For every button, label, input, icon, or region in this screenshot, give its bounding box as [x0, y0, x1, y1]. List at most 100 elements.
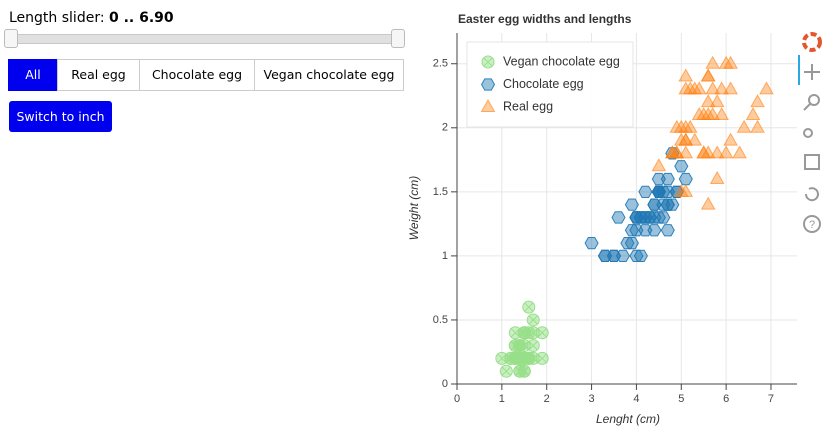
point — [709, 145, 725, 159]
marker-shape — [633, 211, 648, 224]
marker-shape — [723, 81, 738, 95]
save-tool[interactable] — [804, 154, 820, 170]
slider-handle-start[interactable] — [4, 29, 18, 48]
legend-label: Chocolate egg — [503, 77, 584, 91]
marker-shape — [705, 81, 721, 95]
slider-handle-end[interactable] — [391, 29, 405, 48]
marker-shape — [606, 249, 622, 262]
point — [606, 249, 622, 262]
point — [660, 224, 675, 237]
marker-shape — [700, 196, 716, 210]
point — [517, 326, 531, 340]
marker-shape — [615, 249, 631, 262]
marker-shape — [629, 224, 644, 237]
filter-button[interactable]: All — [8, 59, 58, 91]
marker-shape — [660, 185, 675, 198]
y-axis-label: Weight (cm) — [407, 176, 421, 240]
slider-label: Length slider: 0 .. 6.90 — [9, 10, 174, 26]
legend-label: Real egg — [503, 99, 553, 113]
button-group: All Real egg Chocolate egg Vegan chocolate … — [8, 59, 404, 91]
marker-shape — [682, 119, 698, 133]
help-tool[interactable] — [803, 215, 821, 233]
point — [736, 119, 752, 133]
point — [714, 106, 730, 120]
bokeh-logo[interactable] — [802, 32, 822, 52]
zoom-tool[interactable] — [808, 94, 820, 106]
marker-shape — [669, 119, 685, 133]
point — [709, 94, 725, 108]
reset-tool[interactable] — [804, 187, 819, 202]
marker-cross — [519, 328, 529, 338]
marker-shape — [745, 106, 761, 120]
x-axis-label: Lenght (cm) — [596, 412, 660, 426]
point — [584, 237, 599, 250]
x-tick-label: 3 — [589, 393, 595, 405]
x-tick-label: 2 — [544, 393, 550, 405]
point — [638, 224, 653, 237]
point — [691, 81, 707, 95]
pan-tool[interactable] — [804, 64, 820, 80]
marker-shape — [647, 198, 662, 211]
point — [647, 198, 662, 211]
point — [664, 145, 680, 159]
marker-shape — [691, 81, 707, 95]
marker-shape — [660, 172, 675, 186]
point — [673, 132, 689, 146]
point — [526, 339, 540, 353]
point — [750, 94, 765, 108]
point — [513, 339, 527, 353]
marker-shape — [584, 237, 599, 250]
toolbar: ? — [798, 32, 822, 233]
point — [633, 249, 648, 262]
x-tick-label: 0 — [454, 393, 460, 405]
marker-shape — [678, 172, 693, 186]
marker-shape — [620, 237, 635, 250]
point — [678, 183, 694, 197]
y-tick-label: 2.5 — [433, 58, 448, 70]
point — [651, 158, 667, 172]
point — [633, 211, 648, 224]
filter-button[interactable]: Vegan chocolate egg — [254, 59, 404, 91]
point — [682, 119, 698, 133]
legend-glyph — [480, 98, 496, 112]
point — [682, 81, 698, 95]
y-tick-label: 1.5 — [433, 186, 448, 198]
legend-label: Vegan chocolate egg — [503, 54, 620, 68]
point — [759, 81, 774, 95]
marker-shape — [665, 198, 680, 211]
point — [669, 119, 685, 133]
x-tick-label: 5 — [678, 393, 684, 405]
point — [611, 211, 626, 224]
svg-text:?: ? — [809, 219, 815, 231]
marker-shape — [633, 249, 648, 262]
point — [700, 68, 716, 82]
marker-shape — [736, 119, 752, 133]
slider-track[interactable] — [9, 34, 400, 44]
unit-button[interactable]: Switch to inch — [9, 101, 112, 132]
point — [665, 198, 680, 211]
marker-cross — [537, 328, 547, 338]
marker-cross — [528, 315, 538, 325]
filter-button[interactable]: Chocolate egg — [139, 59, 255, 91]
point — [624, 198, 639, 211]
marker-shape — [673, 132, 689, 146]
point — [656, 198, 671, 211]
marker-shape — [638, 185, 653, 198]
point — [660, 185, 675, 198]
lasso-tool[interactable] — [803, 128, 813, 138]
marker-cross — [497, 353, 507, 363]
marker-shape — [656, 198, 671, 211]
point — [709, 171, 725, 185]
active-tool-indicator — [798, 55, 800, 85]
filter-button[interactable]: Real egg — [57, 59, 140, 91]
marker-cross — [528, 341, 538, 351]
marker-shape — [709, 94, 725, 108]
marker-shape — [678, 183, 694, 197]
chart-title: Easter egg widths and lengths — [458, 12, 632, 26]
point — [651, 185, 666, 198]
marker-shape — [660, 224, 675, 237]
marker-cross — [483, 57, 493, 67]
point — [513, 351, 527, 365]
y-tick-label: 0.5 — [433, 314, 448, 326]
